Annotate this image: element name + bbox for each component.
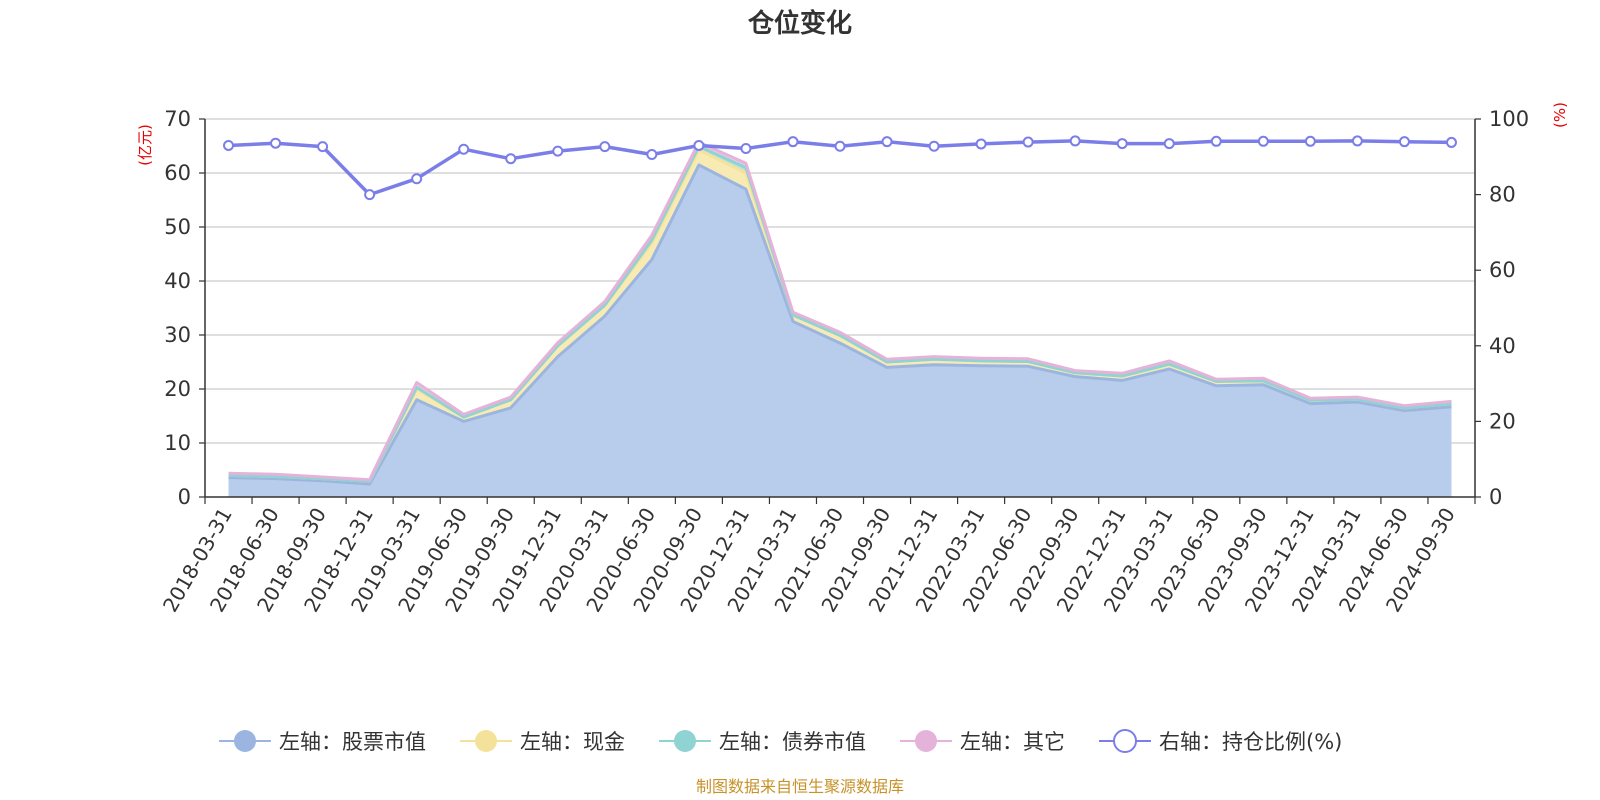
legend-circle-icon [915,730,937,752]
holding-ratio-point [646,149,658,161]
holding-ratio-point [928,140,940,152]
holding-ratio-point [223,139,235,151]
holding-ratio-point [787,136,799,148]
legend-item[interactable]: 右轴：持仓比例(%) [1099,729,1342,754]
left-tick-label: 70 [164,107,191,131]
left-axis-unit: (亿元) [136,124,154,166]
holding-ratio-point [599,141,611,153]
holding-ratio-point [1257,135,1269,147]
left-tick-label: 50 [164,215,191,239]
right-axis-unit: (%) [1551,102,1569,128]
left-tick-label: 40 [164,269,191,293]
legend-item[interactable]: 左轴：现金 [460,730,625,754]
legend-circle-icon [234,730,256,752]
holding-ratio-point [1351,135,1363,147]
holding-ratio-point [1116,138,1128,150]
legend-item[interactable]: 左轴：其它 [900,730,1065,754]
legend-circle-icon [1113,729,1137,753]
left-tick-label: 10 [164,431,191,455]
holding-ratio-point [881,136,893,148]
legend-label: 左轴：股票市值 [279,730,426,754]
legend-circle-icon [674,730,696,752]
line-series-group [223,135,1457,201]
left-tick-label: 20 [164,377,191,401]
area-line-左轴：债券市值 [228,145,1452,483]
holding-ratio-point [458,143,470,155]
legend-item[interactable]: 左轴：债券市值 [659,730,866,754]
right-tick-label: 20 [1489,409,1516,433]
holding-ratio-point [693,139,705,151]
left-tick-label: 30 [164,323,191,347]
holding-ratio-point [364,189,376,201]
left-tick-label: 0 [178,485,191,509]
holding-ratio-point [1210,135,1222,147]
holding-ratio-point [1304,135,1316,147]
legend-label: 左轴：其它 [960,730,1065,754]
right-tick-label: 60 [1489,258,1516,282]
holding-ratio-point [1163,138,1175,150]
holding-ratio-point [270,137,282,149]
legend-label: 右轴：持仓比例(%) [1159,730,1342,754]
chart-title: 仓位变化 [747,8,852,39]
right-tick-label: 80 [1489,183,1516,207]
legend-circle-icon [475,730,497,752]
holding-ratio-point [552,145,564,157]
area-line-左轴：其它 [228,140,1452,482]
legend-item[interactable]: 左轴：股票市值 [219,730,426,754]
data-source-note: 制图数据来自恒生聚源数据库 [696,777,904,796]
area-line-左轴：股票市值 [228,163,1452,486]
right-tick-label: 0 [1489,485,1502,509]
legend[interactable]: 左轴：股票市值 左轴：现金 左轴：债券市值 左轴：其它 右轴：持仓比例(%) [219,729,1342,754]
holding-ratio-point [317,141,329,153]
area-fill-左轴：股票市值 [228,164,1452,497]
left-tick-label: 60 [164,161,191,185]
holding-ratio-point [740,142,752,154]
holding-ratio-point [411,173,423,185]
legend-label: 左轴：现金 [520,730,625,754]
holding-ratio-point [505,153,517,165]
holding-ratio-point [1445,136,1457,148]
area-series-group [228,140,1452,498]
right-tick-label: 100 [1489,107,1529,131]
holding-ratio-point [1398,136,1410,148]
legend-label: 左轴：债券市值 [719,730,866,754]
holding-ratio-point [975,138,987,150]
holding-ratio-point [1022,136,1034,148]
holding-ratio-point [1069,135,1081,147]
right-tick-label: 40 [1489,334,1516,358]
holding-ratio-point [834,140,846,152]
